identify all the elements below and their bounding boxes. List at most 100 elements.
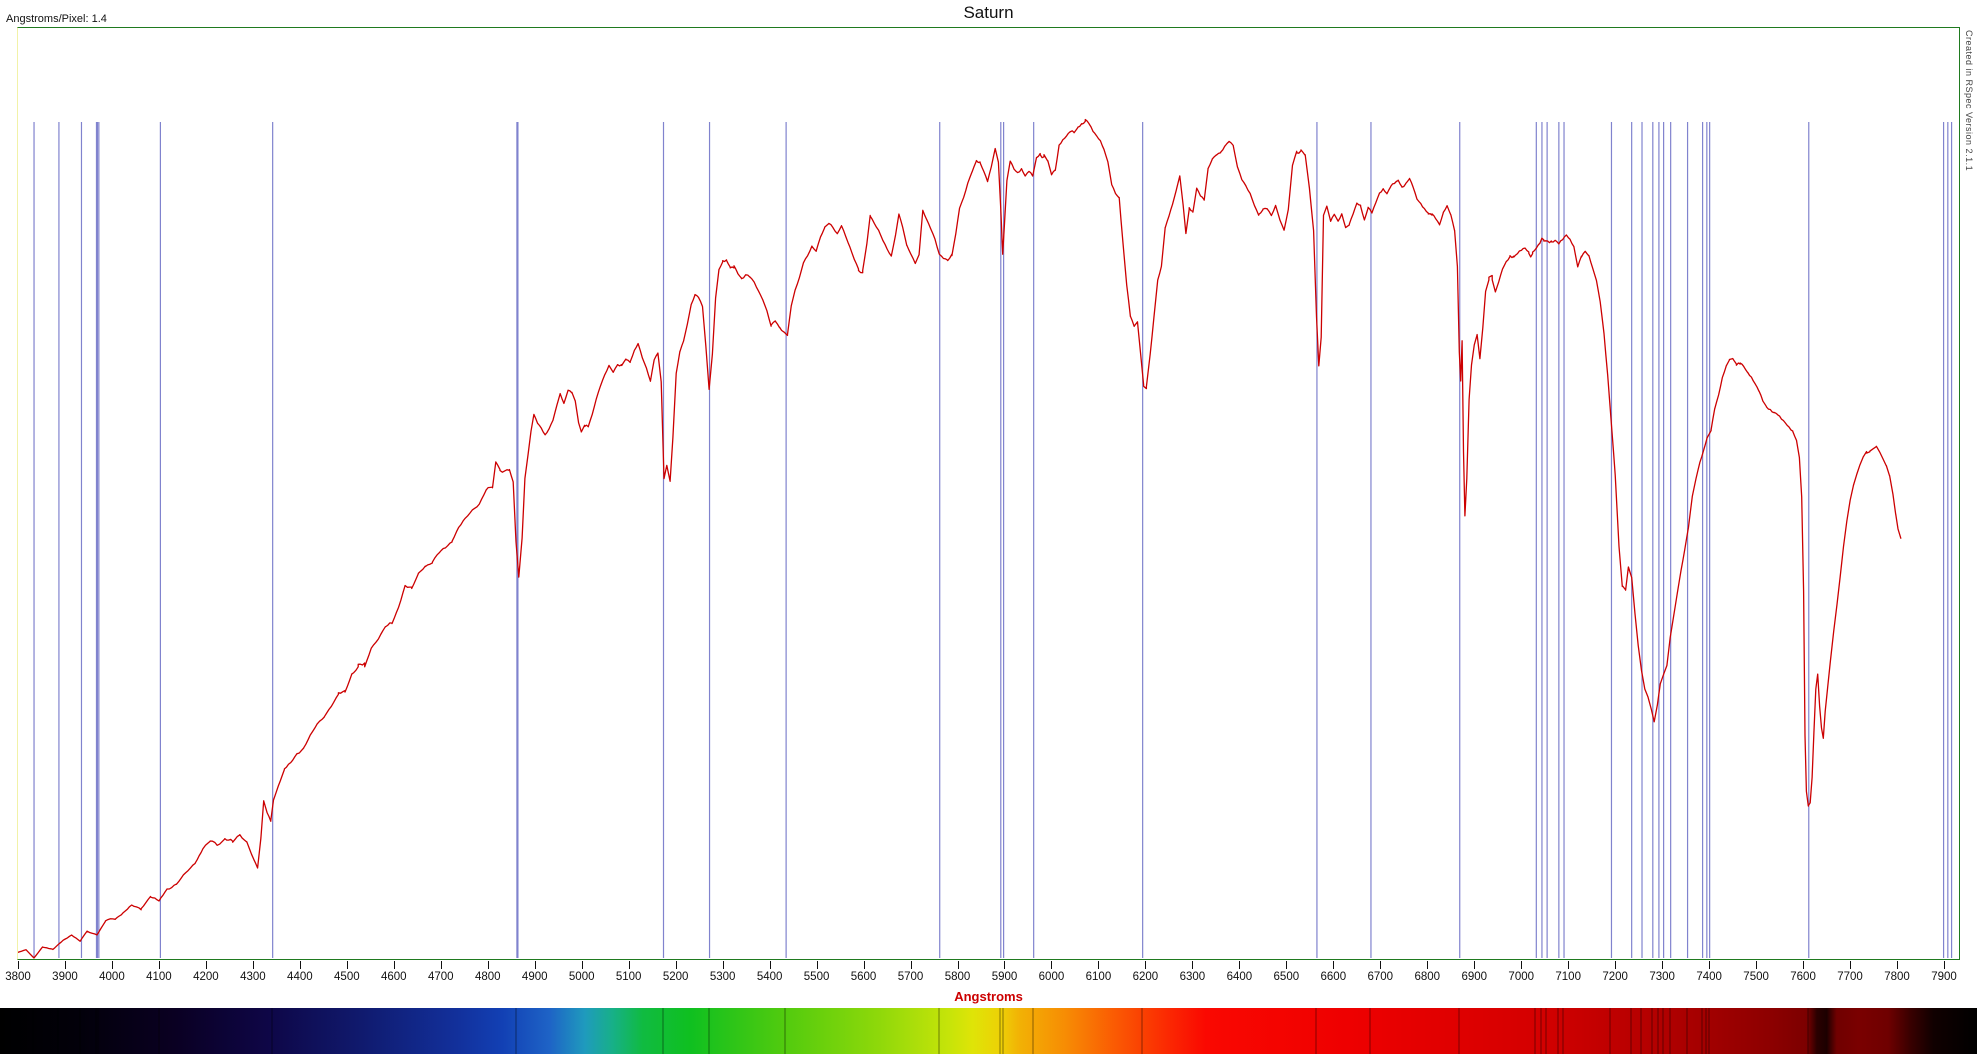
colorbar-absorption-band-3933: [79, 1008, 82, 1054]
x-tick-label-7500: 7500: [1743, 971, 1769, 983]
x-tick-5500: [816, 961, 818, 969]
colorbar-absorption-band-5960: [1031, 1008, 1034, 1054]
x-tick-label-4300: 4300: [240, 971, 266, 983]
x-tick-5800: [957, 961, 959, 969]
x-tick-label-7300: 7300: [1649, 971, 1675, 983]
x-tick-4600: [393, 961, 395, 969]
colorbar-absorption-band-7393: [1704, 1008, 1707, 1054]
colorbar-absorption-band-6563: [1314, 1008, 1317, 1054]
colorbar-absorption-band-7053: [1545, 1008, 1548, 1054]
spectral-reference-lines: [33, 122, 1953, 958]
colorbar-absorption-band-7255: [1640, 1008, 1642, 1054]
colorbar-absorption-band-6678: [1368, 1008, 1371, 1054]
x-tick-label-4800: 4800: [474, 971, 501, 983]
x-tick-label-6800: 6800: [1414, 971, 1441, 983]
x-tick-label-5000: 5000: [568, 971, 595, 983]
x-tick-label-5300: 5300: [709, 971, 736, 983]
spectrum-plot-area[interactable]: [17, 27, 1960, 960]
x-tick-label-4500: 4500: [334, 971, 360, 983]
colorbar-absorption-band-7030: [1534, 1008, 1537, 1054]
x-tick-label-6200: 6200: [1132, 971, 1159, 983]
colorbar-absorption-band-7399: [1707, 1008, 1710, 1054]
colorbar-absorption-band-7190: [1609, 1008, 1612, 1054]
x-tick-label-5600: 5600: [850, 971, 877, 983]
x-tick-7800: [1897, 961, 1899, 969]
x-tick-6500: [1286, 961, 1288, 969]
rspec-version-watermark: Created in RSpec Version 2.1.1: [1964, 30, 1974, 172]
x-tick-7000: [1521, 961, 1523, 969]
x-tick-5200: [675, 961, 677, 969]
x-tick-label-4100: 4100: [146, 971, 172, 983]
colorbar-absorption-band-3966: [94, 1008, 97, 1054]
x-tick-7300: [1662, 961, 1664, 969]
x-tick-label-5500: 5500: [803, 971, 830, 983]
x-tick-label-5700: 5700: [897, 971, 924, 983]
x-tick-label-7200: 7200: [1602, 971, 1628, 983]
colorbar-absorption-band-7352: [1685, 1008, 1688, 1054]
colorbar-absorption-band-4861: [515, 1008, 518, 1054]
x-tick-label-7900: 7900: [1931, 971, 1957, 983]
colorbar-absorption-band-7042: [1539, 1008, 1542, 1054]
colorbar-absorption-band-7301: [1661, 1008, 1664, 1054]
spectrum-chart-canvas[interactable]: [18, 28, 1959, 959]
x-tick-5900: [1004, 961, 1006, 969]
colorbar-absorption-band-5760: [937, 1008, 940, 1054]
colorbar-absorption-band-7233: [1629, 1008, 1632, 1054]
x-tick-label-6300: 6300: [1179, 971, 1206, 983]
colorbar-absorption-band-7610: [1806, 1008, 1809, 1054]
colorbar-absorption-band-3885: [56, 1008, 59, 1054]
x-tick-4000: [111, 961, 113, 969]
x-tick-4100: [158, 961, 160, 969]
x-axis-title: Angstroms: [954, 989, 1023, 1004]
x-tick-4700: [440, 961, 442, 969]
x-axis: 3800 3900 4000 4100 4200 4300 4400 4500 4600 4700…: [0, 958, 1977, 1008]
x-tick-6100: [1098, 961, 1100, 969]
x-tick-label-7700: 7700: [1837, 971, 1863, 983]
x-tick-label-3900: 3900: [52, 971, 78, 983]
x-tick-7100: [1568, 961, 1570, 969]
x-tick-6800: [1427, 961, 1429, 969]
x-tick-label-3800: 3800: [5, 971, 31, 983]
colorbar-absorption-band-7278: [1650, 1008, 1653, 1054]
colorbar-absorption-band-5172: [661, 1008, 664, 1054]
x-tick-5100: [628, 961, 630, 969]
colorbar-absorption-band-6867: [1457, 1008, 1460, 1054]
colorbar-absorption-band-4340: [270, 1008, 273, 1054]
angstroms-per-pixel-label: Angstroms/Pixel: 1.4: [6, 13, 107, 25]
x-tick-label-5900: 5900: [991, 971, 1018, 983]
x-tick-label-7600: 7600: [1790, 971, 1816, 983]
colorbar-absorption-band-5270: [707, 1008, 710, 1054]
x-tick-5700: [910, 961, 912, 969]
x-tick-label-5100: 5100: [615, 971, 642, 983]
x-tick-label-4200: 4200: [193, 971, 219, 983]
colorbar-absorption-band-7291: [1656, 1008, 1659, 1054]
x-tick-4400: [299, 961, 301, 969]
x-tick-label-6000: 6000: [1038, 971, 1065, 983]
x-tick-label-7100: 7100: [1555, 971, 1581, 983]
colorbar-absorption-band-5433: [784, 1008, 787, 1054]
colorbar-absorption-band-7078: [1556, 1008, 1559, 1054]
x-tick-7500: [1756, 961, 1758, 969]
x-tick-label-7800: 7800: [1884, 971, 1910, 983]
x-tick-7900: [1944, 961, 1945, 969]
x-tick-label-4900: 4900: [521, 971, 548, 983]
x-tick-7700: [1850, 961, 1852, 969]
x-tick-6000: [1051, 961, 1053, 969]
x-tick-4300: [252, 961, 254, 969]
colorbar-absorption-band-5890: [998, 1008, 1001, 1054]
x-tick-label-6600: 6600: [1320, 971, 1347, 983]
x-tick-6300: [1192, 961, 1194, 969]
page-title: Saturn: [963, 3, 1014, 22]
colorbar-absorption-band-7089: [1562, 1008, 1565, 1054]
saturn-spectrum-curve: [18, 118, 1902, 959]
x-tick-label-4000: 4000: [99, 971, 125, 983]
x-tick-4200: [205, 961, 207, 969]
synthesized-spectrum-colorbar: [0, 1008, 1977, 1054]
x-tick-label-5200: 5200: [662, 971, 689, 983]
x-tick-5400: [769, 961, 771, 969]
x-tick-label-5800: 5800: [944, 971, 971, 983]
x-tick-7400: [1709, 961, 1711, 969]
x-tick-6200: [1145, 961, 1147, 969]
x-tick-5300: [722, 961, 724, 969]
